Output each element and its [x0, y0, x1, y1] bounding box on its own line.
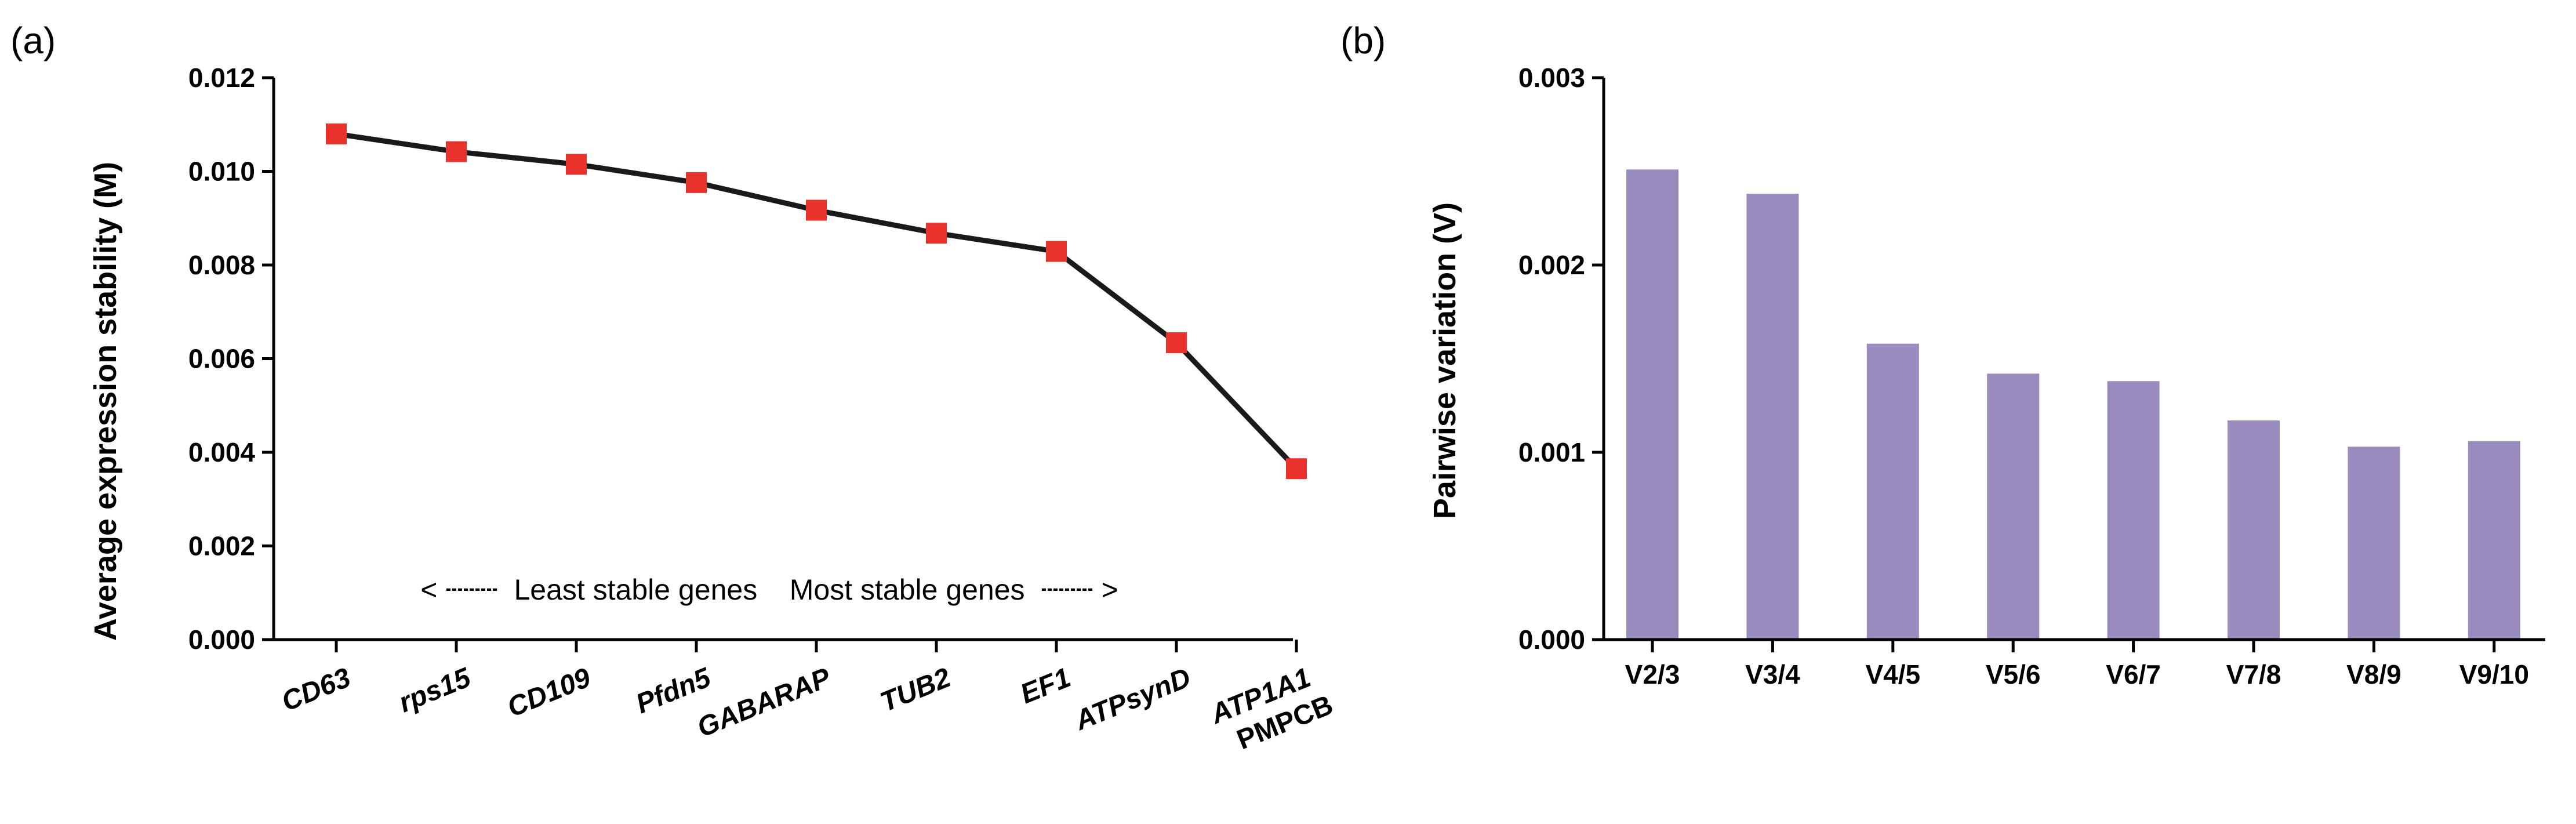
panel-b-bar: [1866, 343, 1919, 640]
panel-a-category-label: ATP1A1PMPCB: [1206, 658, 1338, 761]
panel-a-y-tick-label: 0.008: [188, 250, 255, 280]
panel-b-y-tick-label: 0.002: [1518, 250, 1585, 280]
panel-a-y-ticks: 0.000 0.002 0.004 0.006 0.008 0.010 0.012: [188, 63, 274, 655]
panel-a-data-point: [566, 154, 587, 175]
panel-a-category-label-line: rps15: [395, 662, 476, 719]
panel-b-bar: [2468, 441, 2520, 640]
panel-a-y-tick-label: 0.006: [188, 344, 255, 374]
panel-a-category-label-line: EF1: [1016, 662, 1075, 710]
panel-a-category-label: CD63: [277, 662, 355, 717]
panel-a-data-point: [806, 199, 827, 221]
panel-a-stability-annotation: < ┄┄┄ Least stable genes Most stable gen…: [420, 573, 1118, 606]
panel-b-category-label: V8/9: [2346, 659, 2401, 689]
panel-a-category-label: rps15: [395, 662, 476, 719]
panel-a-y-tick-label: 0.010: [188, 157, 255, 187]
panel-b-bar: [2107, 381, 2160, 640]
panel-b-category-label: V9/10: [2459, 659, 2529, 689]
panel-a-data-point: [1286, 458, 1307, 480]
panel-b-y-ticks: 0.000 0.001 0.002 0.003: [1518, 63, 1604, 655]
panel-b-x-ticks: [1651, 640, 2496, 652]
panel-b-label: (b): [1340, 20, 1386, 61]
panel-b-category-label: V2/3: [1625, 659, 1680, 689]
panel-a-line-chart: (a) Average expression stability (M) 0.0…: [10, 20, 1338, 761]
panel-a-y-tick-label: 0.002: [188, 531, 255, 561]
panel-b-category-label: V4/5: [1865, 659, 1920, 689]
panel-a-category-label: EF1: [1016, 662, 1075, 710]
panel-b-bar: [2348, 447, 2400, 640]
panel-b-y-tick-label: 0.001: [1518, 437, 1585, 467]
panel-b-bar: [1746, 194, 1799, 640]
panel-a-label: (a): [10, 20, 56, 61]
panel-a-data-point: [446, 141, 467, 162]
panel-a-data-point: [926, 223, 947, 244]
panel-a-data-point: [1166, 332, 1187, 354]
panel-a-x-ticks: [335, 640, 1298, 652]
panel-b-bar: [1626, 169, 1678, 640]
panel-a-y-tick-label: 0.012: [188, 63, 255, 93]
panel-a-category-label: TUB2: [876, 662, 955, 718]
panel-b-category-label: V5/6: [1986, 659, 2041, 689]
panel-a-category-label: CD109: [503, 662, 595, 723]
panel-b-category-label: V7/8: [2226, 659, 2281, 689]
panel-a-data-point: [326, 123, 347, 144]
panel-b-category-label: V3/4: [1745, 659, 1800, 689]
panel-a-y-axis-title: Average expression stability (M): [88, 162, 123, 641]
panel-b-category-labels: V2/3 V3/4 V4/5 V5/6 V6/7 V7/8 V8/9 V9/10: [1625, 659, 2529, 689]
panel-a-y-tick-label: 0.000: [188, 625, 255, 655]
panel-b-category-label: V6/7: [2106, 659, 2161, 689]
panel-b-y-axis-title: Pairwise variation (V): [1427, 202, 1462, 519]
panel-b-bar: [1987, 373, 2040, 640]
panel-a-markers: [326, 123, 1307, 480]
panel-a-y-tick-label: 0.004: [188, 437, 256, 467]
panel-b-bar-chart: (b) Pairwise variation (V) 0.0000.0010.0…: [1340, 20, 2545, 689]
panel-a-category-label-line: CD109: [503, 662, 595, 723]
panel-b-bars: [1626, 169, 2520, 640]
panel-a-data-point: [686, 172, 707, 193]
panel-b-bar: [2228, 420, 2280, 640]
panel-a-category-label-line: ATPsynD: [1070, 662, 1195, 736]
panel-a-series-line: [336, 131, 1299, 471]
panel-b-y-tick-label: 0.000: [1518, 625, 1585, 655]
panel-a-category-label-line: CD63: [277, 662, 355, 717]
panel-a-data-point: [1046, 241, 1067, 262]
panel-a-category-label-line: GABARAP: [693, 662, 835, 743]
panel-a-category-label: GABARAP: [693, 662, 835, 743]
panel-a-category-label: ATPsynD: [1070, 662, 1195, 736]
panel-a-category-label-line: TUB2: [876, 662, 955, 718]
panel-b-y-tick-label: 0.003: [1518, 63, 1585, 93]
